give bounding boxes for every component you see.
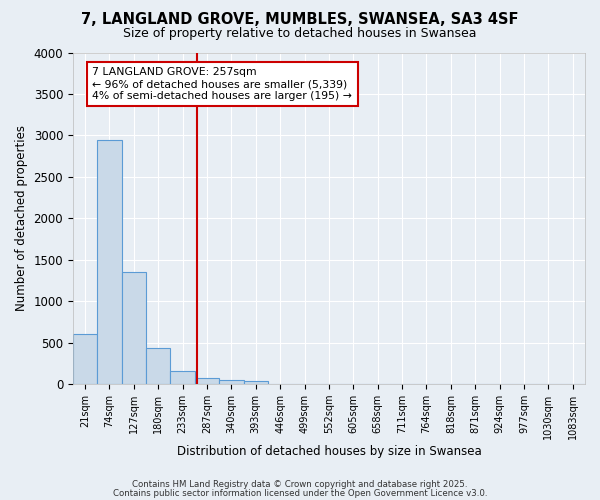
Bar: [122, 272, 146, 384]
Bar: [73, 334, 97, 384]
Bar: [97, 140, 122, 384]
X-axis label: Distribution of detached houses by size in Swansea: Distribution of detached houses by size …: [176, 444, 481, 458]
Text: 7 LANGLAND GROVE: 257sqm
← 96% of detached houses are smaller (5,339)
4% of semi: 7 LANGLAND GROVE: 257sqm ← 96% of detach…: [92, 68, 352, 100]
Bar: [146, 348, 170, 384]
Text: Contains HM Land Registry data © Crown copyright and database right 2025.: Contains HM Land Registry data © Crown c…: [132, 480, 468, 489]
Bar: [219, 380, 244, 384]
Text: Contains public sector information licensed under the Open Government Licence v3: Contains public sector information licen…: [113, 488, 487, 498]
Y-axis label: Number of detached properties: Number of detached properties: [15, 125, 28, 311]
Bar: [170, 370, 195, 384]
Bar: [244, 382, 268, 384]
Text: 7, LANGLAND GROVE, MUMBLES, SWANSEA, SA3 4SF: 7, LANGLAND GROVE, MUMBLES, SWANSEA, SA3…: [81, 12, 519, 28]
Bar: [195, 378, 219, 384]
Text: Size of property relative to detached houses in Swansea: Size of property relative to detached ho…: [123, 28, 477, 40]
